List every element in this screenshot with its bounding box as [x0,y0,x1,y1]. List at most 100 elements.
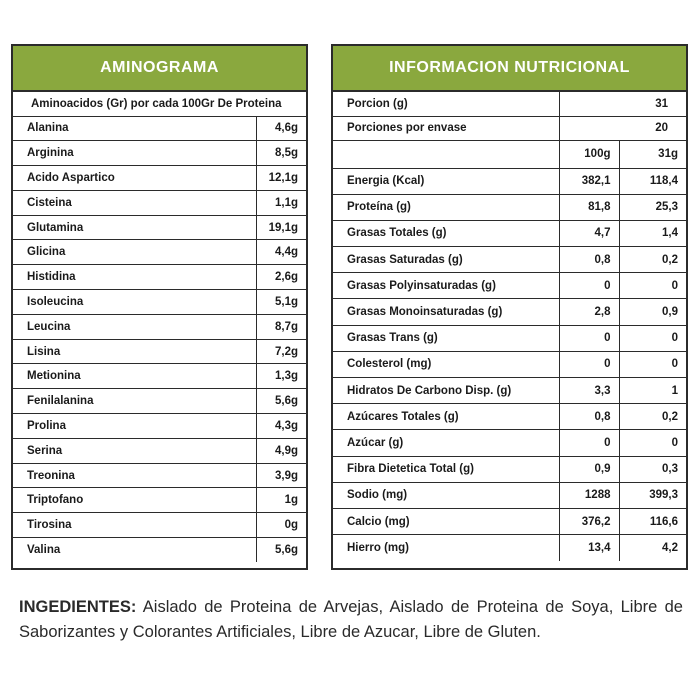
nutrient-name: Hidratos De Carbono Disp. (g) [333,376,560,405]
nutrition-row: Sodio (mg) 1288 399,3 [333,481,686,509]
nutrient-name: Sodio (mg) [333,481,560,509]
amino-value: 4,4g [255,239,306,266]
amino-row: Serina 4,9g [13,437,306,464]
amino-value: 7,2g [255,338,306,365]
nutrition-row: Grasas Saturadas (g) 0,8 0,2 [333,246,686,274]
nutrient-name: Grasas Monoinsaturadas (g) [333,298,560,326]
nutrient-value-100g: 0,8 [558,403,620,431]
nutrient-value-31g: 0,9 [618,298,686,326]
porciones-value: 20 [558,115,686,141]
amino-row: Arginina 8,5g [13,140,306,167]
nutrient-name: Azúcar (g) [333,429,560,457]
amino-name: Acido Aspartico [13,165,257,191]
nutrient-value-100g: 13,4 [558,534,620,561]
nutrient-value-31g: 1 [618,376,686,405]
nutrient-value-100g: 0 [558,429,620,457]
amino-value: 5,6g [255,388,306,415]
amino-name: Cisteina [13,189,257,216]
amino-name: Triptofano [13,487,257,514]
aminograma-title: AMINOGRAMA [13,46,306,92]
amino-value: 4,6g [255,115,306,142]
amino-name: Isoleucina [13,289,257,315]
ingredients-label: INGEDIENTES: [19,598,137,616]
amino-value: 8,7g [255,313,306,340]
amino-name: Serina [13,437,257,464]
column-header-row: 100g 31g [333,139,686,169]
nutrient-name: Colesterol (mg) [333,350,560,379]
nutrient-value-31g: 118,4 [618,167,686,195]
amino-row: Lisina 7,2g [13,338,306,365]
nutrient-name: Grasas Trans (g) [333,324,560,352]
porciones-row: Porciones por envase 20 [333,115,686,141]
aminograma-panel: AMINOGRAMA Aminoacidos (Gr) por cada 100… [11,44,308,570]
amino-name: Arginina [13,140,257,167]
amino-row: Alanina 4,6g [13,115,306,142]
nutrition-row: Energia (Kcal) 382,1 118,4 [333,167,686,195]
nutrient-value-100g: 81,8 [558,193,620,221]
amino-value: 1,3g [255,363,306,390]
amino-value: 12,1g [255,165,306,191]
nutrient-value-100g: 0 [558,324,620,352]
amino-value: 1,1g [255,189,306,216]
aminograma-subtitle-row: Aminoacidos (Gr) por cada 100Gr De Prote… [13,92,306,117]
nutrient-value-100g: 382,1 [558,167,620,195]
nutrient-value-100g: 0,9 [558,455,620,483]
porciones-label: Porciones por envase [333,115,560,141]
nutrient-value-31g: 399,3 [618,481,686,509]
amino-value: 5,6g [255,537,306,563]
nutrient-name: Grasas Saturadas (g) [333,246,560,274]
amino-name: Alanina [13,115,257,142]
amino-value: 2,6g [255,264,306,291]
column-header-100g: 100g [558,139,620,169]
nutrition-title: INFORMACION NUTRICIONAL [333,46,686,92]
amino-row: Triptofano 1g [13,487,306,514]
nutrition-row: Hierro (mg) 13,4 4,2 [333,534,686,561]
amino-name: Valina [13,537,257,563]
amino-row: Glutamina 19,1g [13,214,306,241]
nutrition-panel: INFORMACION NUTRICIONAL Porcion (g) 31 P… [331,44,688,570]
amino-row: Leucina 8,7g [13,313,306,340]
amino-row: Metionina 1,3g [13,363,306,390]
nutrient-value-100g: 4,7 [558,219,620,248]
nutrition-row: Grasas Totales (g) 4,7 1,4 [333,219,686,248]
amino-value: 0g [255,512,306,539]
ingredients-text: INGEDIENTES: Aislado de Proteina de Arve… [19,595,683,645]
nutrition-row: Azúcares Totales (g) 0,8 0,2 [333,403,686,431]
nutrient-value-31g: 116,6 [618,507,686,536]
amino-value: 4,9g [255,437,306,464]
amino-name: Tirosina [13,512,257,539]
nutrition-row: Grasas Polyinsaturadas (g) 0 0 [333,272,686,300]
amino-name: Lisina [13,338,257,365]
amino-name: Glutamina [13,214,257,241]
column-header-31g: 31g [618,139,686,169]
nutrient-value-100g: 2,8 [558,298,620,326]
nutrient-name: Proteína (g) [333,193,560,221]
nutrient-value-100g: 3,3 [558,376,620,405]
nutrient-name: Grasas Totales (g) [333,219,560,248]
amino-value: 19,1g [255,214,306,241]
amino-row: Cisteina 1,1g [13,189,306,216]
amino-value: 8,5g [255,140,306,167]
nutrient-name: Energia (Kcal) [333,167,560,195]
ingredients-list: Aislado de Proteina de Arvejas, Aislado … [19,598,683,641]
amino-name: Metionina [13,363,257,390]
nutrient-value-31g: 0 [618,350,686,379]
amino-name: Glicina [13,239,257,266]
nutrient-value-100g: 0,8 [558,246,620,274]
porcion-row: Porcion (g) 31 [333,92,686,117]
amino-name: Leucina [13,313,257,340]
amino-row: Acido Aspartico 12,1g [13,165,306,191]
amino-value: 3,9g [255,462,306,489]
nutrition-row: Proteína (g) 81,8 25,3 [333,193,686,221]
nutrient-name: Fibra Dietetica Total (g) [333,455,560,483]
amino-value: 5,1g [255,289,306,315]
amino-row: Histidina 2,6g [13,264,306,291]
nutrient-value-100g: 0 [558,272,620,300]
amino-row: Treonina 3,9g [13,462,306,489]
nutrient-name: Calcio (mg) [333,507,560,536]
nutrient-value-31g: 1,4 [618,219,686,248]
nutrient-value-31g: 0 [618,324,686,352]
nutrient-value-100g: 376,2 [558,507,620,536]
nutrition-table: Porcion (g) 31 Porciones por envase 20 1… [333,92,686,561]
amino-name: Treonina [13,462,257,489]
